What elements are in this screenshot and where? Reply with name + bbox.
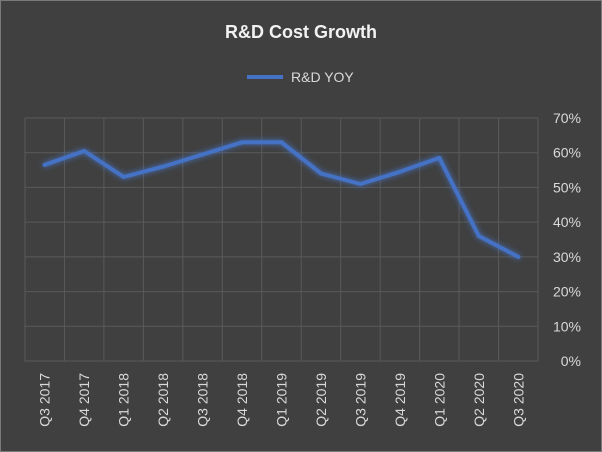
x-tick-label: Q3 2020 [510,373,526,427]
data-point [318,171,323,176]
x-tick-label: Q4 2019 [392,373,408,427]
data-point [516,254,521,259]
y-axis-ticks: 0% 10% 20% 30% 40% 50% 60% 70% [553,110,581,369]
series-layer [42,140,521,259]
data-point [279,140,284,145]
legend-label: R&D YOY [291,69,354,85]
data-point [161,164,166,169]
data-point [397,169,402,174]
chart-title: R&D Cost Growth [225,22,377,42]
data-point [437,155,442,160]
x-tick-label: Q3 2017 [37,373,53,427]
x-tick-label: Q4 2017 [76,373,92,427]
data-point [476,234,481,239]
y-tick-label: 50% [553,179,581,195]
data-point [240,140,245,145]
x-tick-label: Q1 2019 [274,373,290,427]
y-tick-label: 0% [561,353,581,369]
x-tick-label: Q3 2018 [195,373,211,427]
y-tick-label: 60% [553,145,581,161]
x-tick-label: Q2 2020 [471,373,487,427]
data-point [358,181,363,186]
x-tick-label: Q1 2020 [431,373,447,427]
data-point [42,162,47,167]
grid-layer [24,117,539,362]
x-tick-label: Q1 2018 [116,373,132,427]
x-axis-ticks: Q3 2017 Q4 2017 Q1 2018 Q2 2018 Q3 2018 Q4 20… [37,373,527,427]
y-tick-label: 40% [553,214,581,230]
series-line-rd-yoy [42,140,521,259]
y-tick-label: 30% [553,249,581,265]
x-tick-label: Q3 2019 [352,373,368,427]
y-tick-label: 10% [553,318,581,334]
data-point [121,175,126,180]
data-point [200,152,205,157]
y-tick-label: 70% [553,110,581,126]
x-tick-label: Q2 2018 [155,373,171,427]
data-point [82,148,87,153]
y-tick-label: 20% [553,284,581,300]
legend: R&D YOY [247,69,354,85]
x-tick-label: Q4 2018 [234,373,250,427]
x-tick-label: Q2 2019 [313,373,329,427]
